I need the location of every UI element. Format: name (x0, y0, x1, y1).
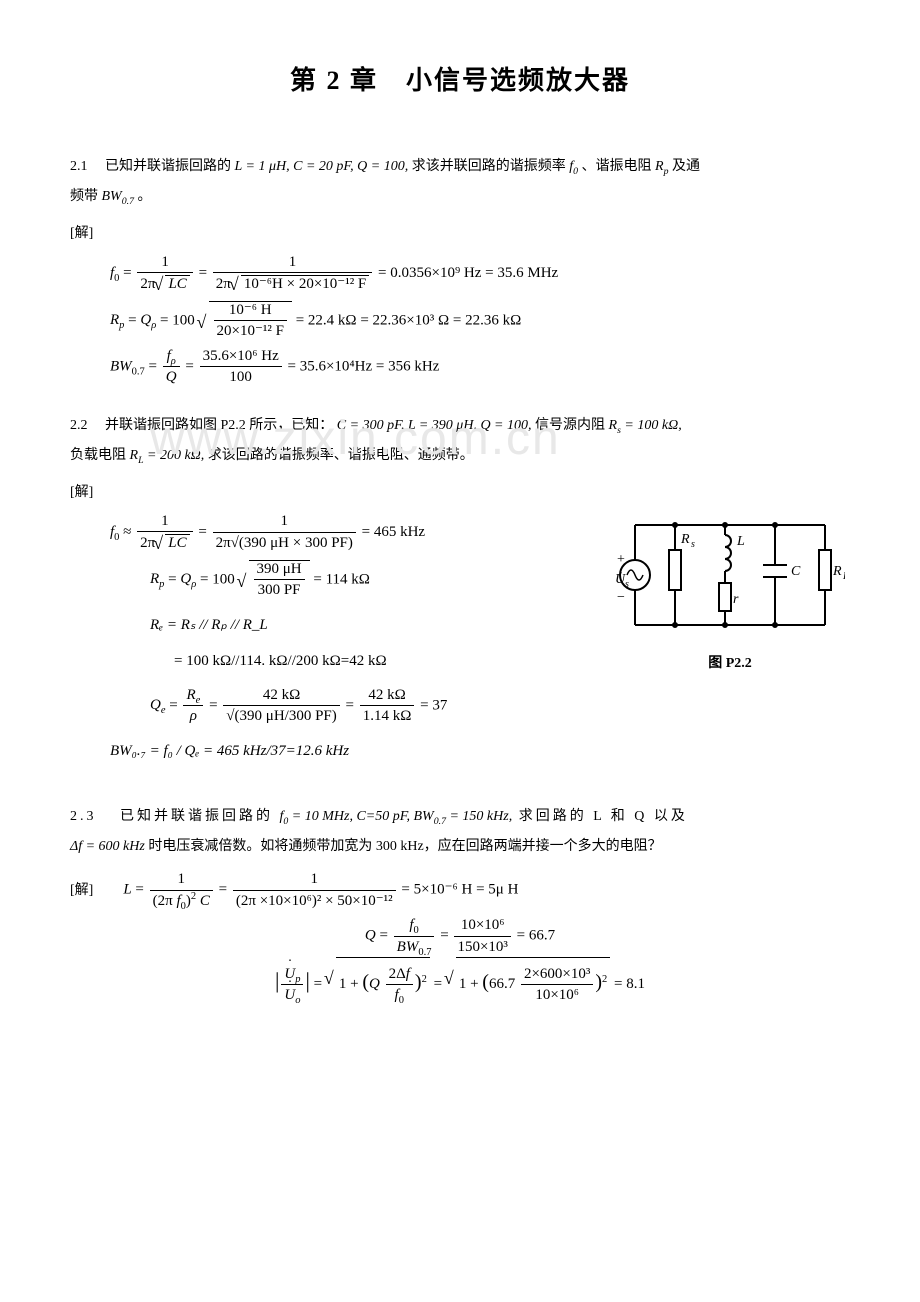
eq-bw-22: BW₀.₇ = f₀ / Qₑ = 465 kHz/37=12.6 kHz (110, 733, 850, 769)
text: 及通 (672, 159, 700, 174)
svg-text:−: − (617, 590, 625, 605)
svg-text:R: R (832, 564, 842, 579)
sym: Rs = 100 kΩ, (609, 418, 682, 433)
den: (2π ×10×10⁶)² × 50×10⁻¹² (233, 891, 396, 910)
solution-label: [解] (70, 482, 850, 504)
den: 1.14 kΩ (360, 706, 415, 725)
text: 已知并联谐振回路的 (120, 809, 280, 824)
line2: Δf = 600 kHz 时电压衰减倍数。如将通频带加宽为 300 kHz，应在… (70, 832, 850, 863)
text: 求回路的 L 和 Q 以及 (519, 809, 688, 824)
den: √(390 μH/300 PF) (223, 706, 339, 725)
svg-text:s: s (625, 579, 629, 590)
problem-2-3: 2.3 已知并联谐振回路的 f0 = 10 MHz, C=50 pF, BW0.… (70, 802, 850, 1008)
num: 1 (137, 254, 192, 274)
line2: 频带 BW0.7 。 (70, 182, 850, 213)
num: 390 μH (254, 561, 305, 581)
eq-bw: BW0.7 = fρQ = 35.6×10⁶ Hz100 = 35.6×10⁴H… (110, 348, 850, 386)
den: 300 PF (254, 580, 305, 599)
text: 负载电阻 (70, 448, 130, 463)
rhs: = 66.7 (517, 928, 555, 944)
num: 10⁻⁶ H (214, 302, 287, 322)
given: f0 = 10 MHz, C=50 pF, BW0.7 = 150 kHz, (280, 809, 513, 824)
eq-f0: f0 = 12πLC = 12π10⁻⁶H × 20×10⁻¹² F = 0.0… (110, 254, 850, 293)
figure-p2-2: Rs L r C RL + − U̇s 图 P2.2 (610, 505, 850, 675)
num: 42 kΩ (223, 687, 339, 707)
rhs: = 0.0356×10⁹ Hz = 35.6 MHz (378, 265, 558, 281)
text: 时电压衰减倍数。如将通频带加宽为 300 kHz，应在回路两端并接一个多大的电阻… (148, 839, 661, 854)
sym: f0 (569, 159, 578, 174)
text: 求该回路的谐振频率、谐振电阻、通频带。 (208, 448, 474, 463)
rhs: = 5×10⁻⁶ H = 5μ H (401, 882, 518, 898)
text: 。 (137, 189, 151, 204)
figure-caption: 图 P2.2 (610, 653, 850, 675)
den: 150×10³ (454, 937, 510, 956)
text: 频带 (70, 189, 102, 204)
line: = 100 kΩ//114. kΩ//200 kΩ=42 kΩ (174, 653, 387, 669)
eq-Q-23: Q = f0BW0.7 = 10×10⁶150×10³ = 66.7 (70, 917, 850, 955)
svg-text:R: R (680, 532, 690, 547)
num: 42 kΩ (360, 687, 415, 707)
solution-label: [解] (70, 223, 850, 245)
sym: RL = 200 kΩ, (130, 448, 208, 463)
sym: Δf = 600 kHz (70, 839, 148, 854)
text: 并联谐振回路如图 P2.2 所示，已知： (105, 418, 333, 433)
num: 10×10⁶ (454, 917, 510, 937)
num: 1 (213, 254, 372, 274)
den: 10×10⁶ (521, 985, 593, 1004)
text: 信号源内阻 (535, 418, 609, 433)
rad: 10⁻⁶H × 20×10⁻¹² F (241, 275, 369, 293)
chapter-title: 第 2 章 小信号选频放大器 (70, 60, 850, 102)
line: Rₑ = Rₛ // Rₚ // R_L (150, 617, 268, 633)
sym: Rp (655, 159, 668, 174)
p-label: 2.3 (70, 809, 97, 824)
svg-text:C: C (791, 564, 801, 579)
eq-rp: Rp = Qρ = 100 10⁻⁶ H20×10⁻¹² F = 22.4 kΩ… (110, 301, 850, 340)
rhs: = 35.6×10⁴Hz = 356 kHz (288, 358, 440, 374)
problem-2-2-statement: 2.2 并联谐振回路如图 P2.2 所示，已知： C = 300 pF, L =… (70, 411, 850, 442)
eq-qe-22: Qe = Reρ = 42 kΩ√(390 μH/300 PF) = 42 kΩ… (150, 687, 850, 725)
p-label: 2.2 (70, 418, 88, 433)
rhs: = 465 kHz (362, 524, 425, 540)
text: 求该并联回路的谐振频率 (412, 159, 570, 174)
problem-2-3-statement: 2.3 已知并联谐振回路的 f0 = 10 MHz, C=50 pF, BW0.… (70, 802, 850, 833)
eq-L-23: L = 1(2π f0)2 C = 1(2π ×10×10⁶)² × 50×10… (123, 871, 518, 909)
den: 2π√(390 μH × 300 PF) (213, 533, 356, 552)
rhs: = 8.1 (614, 976, 645, 992)
problem-2-1-statement: 2.1 已知并联谐振回路的 L = 1 μH, C = 20 pF, Q = 1… (70, 152, 850, 183)
p-label: 2.1 (70, 159, 88, 174)
eq-atten-23: |UpUo| = 1 + (Q 2Δff0)2 = 1 + (66.7 2×60… (70, 955, 850, 1008)
num: 35.6×10⁶ Hz (200, 348, 282, 368)
rhs: = 22.4 kΩ = 22.36×10³ Ω = 22.36 kΩ (296, 312, 522, 328)
given: C = 300 pF, L = 390 μH, Q = 100, (337, 418, 532, 433)
sym: BW0.7 (102, 189, 134, 204)
svg-text:L: L (842, 571, 845, 582)
rhs: = 114 kΩ (313, 571, 370, 587)
solution-label: [解] (70, 880, 93, 902)
line2: 负载电阻 RL = 200 kΩ, 求该回路的谐振频率、谐振电阻、通频带。 (70, 441, 850, 472)
line: BW₀.₇ = f₀ / Qₑ = 465 kHz/37=12.6 kHz (110, 743, 349, 759)
rhs: = 37 (420, 697, 447, 713)
given: L = 1 μH, C = 20 pF, Q = 100, (235, 159, 409, 174)
problem-2-1: 2.1 已知并联谐振回路的 L = 1 μH, C = 20 pF, Q = 1… (70, 152, 850, 386)
svg-text:r: r (733, 592, 739, 607)
svg-text:L: L (736, 534, 745, 549)
svg-text:+: + (617, 552, 625, 567)
problem-2-2: 2.2 并联谐振回路如图 P2.2 所示，已知： C = 300 pF, L =… (70, 411, 850, 777)
den: 20×10⁻¹² F (214, 321, 287, 340)
text: 、谐振电阻 (582, 159, 656, 174)
num: 2×600×10³ (521, 966, 593, 986)
svg-text:s: s (691, 539, 695, 550)
text: 已知并联谐振回路的 (105, 159, 235, 174)
den: 100 (200, 367, 282, 386)
